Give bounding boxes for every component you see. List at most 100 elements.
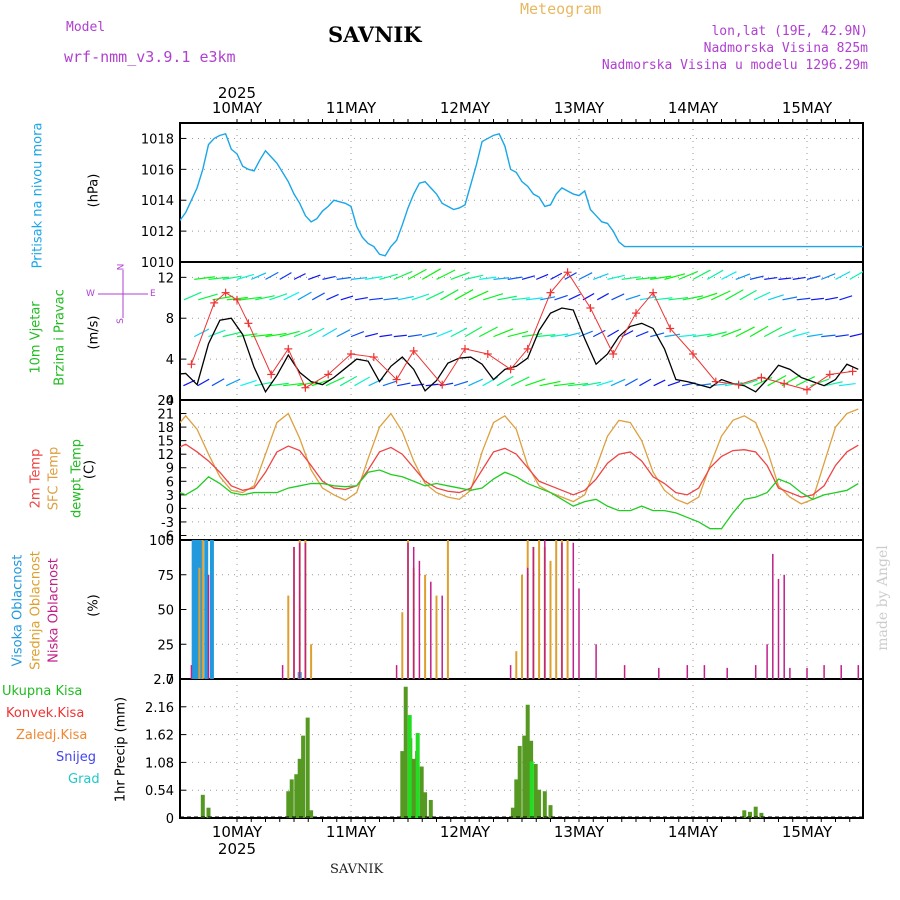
cloud-tick-label: 50 [157,604,174,619]
cloud-bar-2 [789,667,791,679]
wind-arrow [553,382,575,387]
day-label-bottom: 15MAY [782,823,833,841]
wind-arrow [222,331,242,338]
wind-arrow [696,383,712,387]
wind-arrow [610,378,626,387]
wind-arrow [340,295,354,301]
wind-arrow [795,375,816,387]
wind-arrow [269,293,288,301]
wind-arrow [696,292,718,301]
wind-arrow [283,382,304,387]
wind-arrow [326,293,339,301]
precip-tick-label: 0 [166,812,174,827]
wind-arrow [208,329,226,338]
wind-arrow [753,291,771,301]
precip-bar [533,763,538,818]
wind-arrow [350,277,367,280]
wind-arrow [550,272,563,280]
wind-arrow [511,297,530,301]
pressure-tick-label: 1010 [141,256,174,271]
precip-bar [537,789,542,818]
wind-arrow [678,334,696,338]
precip-bar [742,810,747,818]
cloud-bar-1 [287,595,290,679]
day-label-top: 12MAY [440,99,491,117]
wind-arrow [255,295,275,301]
day-label-bottom: 13MAY [554,823,605,841]
cloud-bar-2 [658,667,660,679]
wind-arrow [194,276,216,280]
cloud-bar-2 [595,644,597,679]
temp-tick-label: -6 [161,529,174,544]
cloud-bar-2 [754,665,757,679]
wind-gust-marker [711,377,720,386]
cloud-bar-0 [204,540,209,679]
wind-arrow [635,276,657,280]
cloud-bar-1 [549,560,552,679]
cloud-bar-1 [515,651,518,679]
wind-arrow [763,326,783,338]
wind-gust-marker [210,298,219,307]
cloud-tick-label: 25 [157,638,174,653]
day-label-top: 11MAY [326,99,377,117]
wind-arrow [692,269,711,280]
wind-arrow [835,271,851,280]
temp-tick-label: -3 [161,516,174,531]
wind-compass: W E N S [86,262,156,326]
wind-gust-marker [267,370,276,379]
wind-arrow [749,325,769,338]
temp-panel-frame [179,399,864,541]
wind-arrow [183,291,202,301]
wind-arrow [307,327,325,338]
precip-bar [289,779,294,818]
wind-arrow [279,330,300,338]
wind-gust-line [190,271,853,391]
wind-arrow [251,272,267,280]
wind-arrow [607,274,625,280]
cloud-bar-0 [209,540,214,679]
wind-arrow [279,272,292,280]
cloud-bar-2 [190,665,193,679]
wind-gust-marker [666,324,675,333]
wind-arrow [525,297,543,301]
wind-gust-marker [780,379,789,388]
wind-gust-marker [438,380,447,389]
precip-bar [411,758,416,818]
wind-arrow [240,296,262,301]
wind-arrow [197,378,210,387]
wind-arrow [806,275,821,280]
year-label-top: 2025 [218,84,256,102]
wind-arrow [354,376,371,387]
wind-arrow [668,296,689,301]
wind-arrow [721,271,737,280]
wind-arrow [721,328,742,338]
model-label: Model [66,20,106,35]
wind-arrow [849,271,863,280]
wind-arrow [536,273,549,280]
wind-arrow [539,380,561,387]
footer-station: SAVNIK [330,862,384,877]
wind-arrow [792,331,810,338]
wind-arrow [393,334,407,338]
temp-tick-label: 15 [157,435,174,450]
wind-arrow [706,269,724,280]
wind-arrow [564,272,577,280]
precip-bar [297,758,302,818]
wind-arrow [678,270,699,280]
precip-bar [423,792,428,818]
pressure-tick-label: 1012 [141,225,174,240]
cloud-bar-2 [726,667,728,679]
cloud-bar-2 [772,553,774,679]
wind-gust-marker [523,344,532,353]
wind-arrow [596,380,614,387]
wind-arrow [454,289,474,301]
model-name: wrf-nmm_v3.9.1 e3km [64,48,236,66]
wind-arrow [667,380,681,387]
cloud-tick-label: 75 [157,569,174,584]
cloud-bar-2 [783,574,785,679]
temp-tick-label: 9 [166,462,174,477]
wind-arrow [322,275,336,280]
cloud-bar-1 [435,595,438,679]
day-label-top: 10MAY [212,99,263,117]
wind-arrow [479,276,497,280]
